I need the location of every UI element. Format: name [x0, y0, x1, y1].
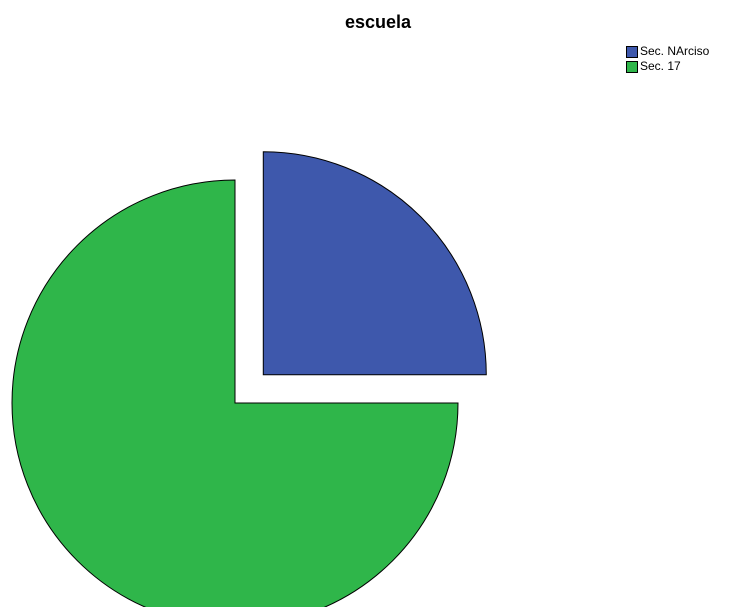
pie-slice-sec-17	[11, 179, 459, 607]
chart-title: escuela	[344, 12, 412, 32]
pie-slice-sec-narciso	[262, 151, 487, 376]
legend-swatch-sec-narciso	[626, 45, 638, 58]
legend: Sec. NArciso Sec. 17	[626, 44, 709, 74]
legend-label-sec-17: Sec. 17	[640, 59, 681, 73]
legend-swatch-sec-17	[626, 60, 638, 73]
legend-item-sec-narciso: Sec. NArciso	[626, 44, 709, 59]
legend-item-sec-17: Sec. 17	[626, 59, 709, 74]
legend-label-sec-narciso: Sec. NArciso	[640, 44, 710, 58]
